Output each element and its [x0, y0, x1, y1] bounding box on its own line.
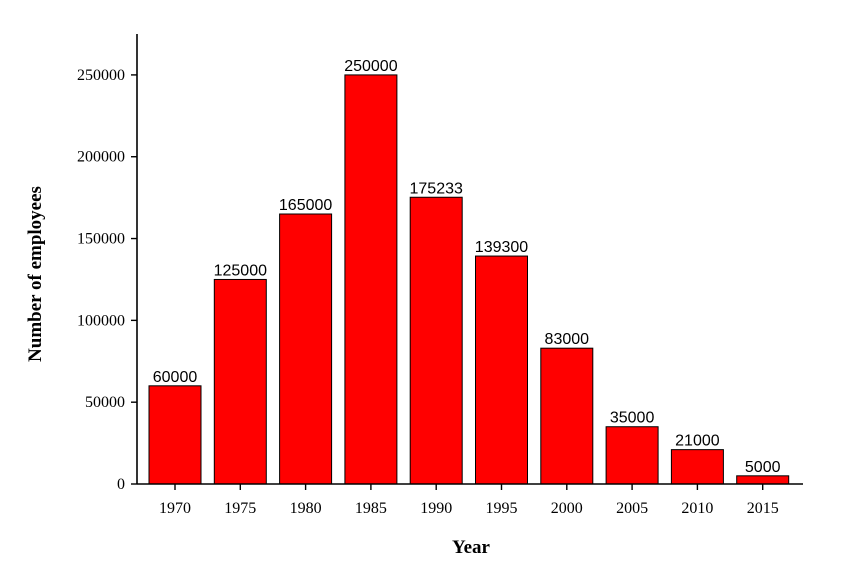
x-tick-label-1970: 1970: [159, 500, 191, 517]
x-tick-label-1985: 1985: [355, 500, 387, 517]
data-label-1975: 125000: [214, 262, 267, 279]
data-label-2005: 35000: [610, 410, 655, 427]
data-label-1980: 165000: [279, 197, 332, 214]
y-ticks-group: 0 50000 100000 150000 200000 250000: [77, 67, 137, 493]
data-label-1970: 60000: [153, 369, 198, 386]
bar-2010: [670, 449, 724, 485]
data-label-1985: 250000: [344, 58, 397, 75]
data-label-1990: 175233: [410, 180, 463, 197]
bar-1995: [475, 255, 528, 485]
bar-1990: [409, 196, 463, 485]
bars-group: [148, 74, 790, 485]
bar-1975: [213, 278, 267, 485]
x-axis-title: Year: [452, 537, 491, 558]
bar-2015: [736, 475, 790, 485]
data-label-2010: 21000: [675, 433, 720, 450]
x-tick-label-2005: 2005: [616, 500, 648, 517]
x-tick-label-2010: 2010: [681, 500, 713, 517]
x-tick-label-1980: 1980: [290, 500, 322, 517]
x-tick-label-2000: 2000: [551, 500, 583, 517]
bar-1970: [148, 385, 202, 485]
data-label-1995: 139300: [475, 239, 528, 256]
y-tick-label: 0: [117, 476, 125, 493]
x-tick-label-1990: 1990: [420, 500, 452, 517]
bar-2005: [605, 426, 659, 485]
data-label-2000: 83000: [545, 331, 590, 348]
y-tick-label: 100000: [77, 312, 125, 329]
x-tick-label-2015: 2015: [747, 500, 779, 517]
y-axis-title: Number of employees: [25, 186, 46, 362]
data-label-2015: 5000: [745, 459, 781, 476]
data-labels-group: 60000 125000 165000 250000 175233 139300 83000…: [153, 58, 781, 476]
bar-1980: [279, 213, 333, 485]
bar-2000: [540, 347, 594, 485]
x-tick-label-1995: 1995: [486, 500, 518, 517]
y-tick-label: 250000: [77, 67, 125, 84]
x-tick-label-1975: 1975: [224, 500, 256, 517]
x-ticks-group: 1970 1975 1980 1985 1990 1995 2000 2005 2010 2015: [159, 484, 779, 517]
y-tick-label: 50000: [85, 394, 125, 411]
y-tick-label: 150000: [77, 231, 125, 248]
bar-1985: [344, 74, 398, 485]
y-tick-label: 200000: [77, 149, 125, 166]
